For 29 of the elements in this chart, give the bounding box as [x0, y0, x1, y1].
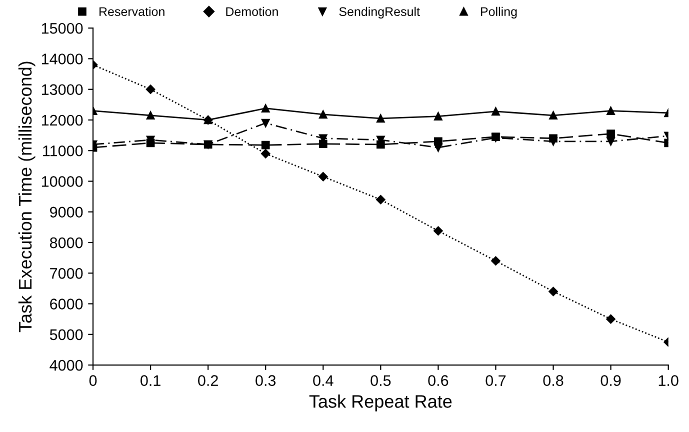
legend-label: Demotion [226, 6, 278, 16]
y-tick-label: 13000 [42, 84, 83, 96]
x-tick-label: 0.7 [486, 375, 506, 386]
x-tick-label: 0.2 [198, 375, 218, 386]
y-tick-label: 14000 [42, 54, 83, 64]
legend-label: Polling [481, 6, 517, 19]
y-tick-label: 9000 [50, 206, 83, 218]
y-tick-label: 4000 [50, 360, 83, 371]
legend-label: Reservation [100, 6, 164, 16]
x-tick-label: 0.6 [428, 375, 448, 386]
x-tick-label: 0.8 [543, 375, 564, 386]
x-tick-label: 0.4 [313, 375, 334, 386]
y-tick-label: 11000 [43, 145, 83, 156]
x-tick-label: 0.9 [600, 375, 621, 386]
x-axis-title: Task Repeat Rate [309, 394, 452, 412]
y-tick-label: 15000 [42, 22, 83, 34]
y-tick-label: 7000 [50, 268, 83, 279]
legend-label: SendingResult [339, 6, 420, 19]
y-tick-label: 8000 [50, 237, 83, 248]
x-tick-label: 0 [89, 375, 97, 386]
y-axis-title: Task Execution Time (millisecond) [18, 62, 36, 332]
x-tick-label: 1.0 [658, 375, 678, 386]
x-tick-label: 0.1 [140, 375, 160, 386]
y-tick-label: 12000 [42, 114, 83, 126]
x-tick-label: 0.3 [256, 375, 276, 386]
x-tick-label: 0.5 [370, 375, 391, 386]
y-tick-label: 10000 [42, 176, 83, 187]
y-tick-label: 5000 [50, 329, 83, 340]
y-tick-label: 6000 [50, 298, 83, 310]
